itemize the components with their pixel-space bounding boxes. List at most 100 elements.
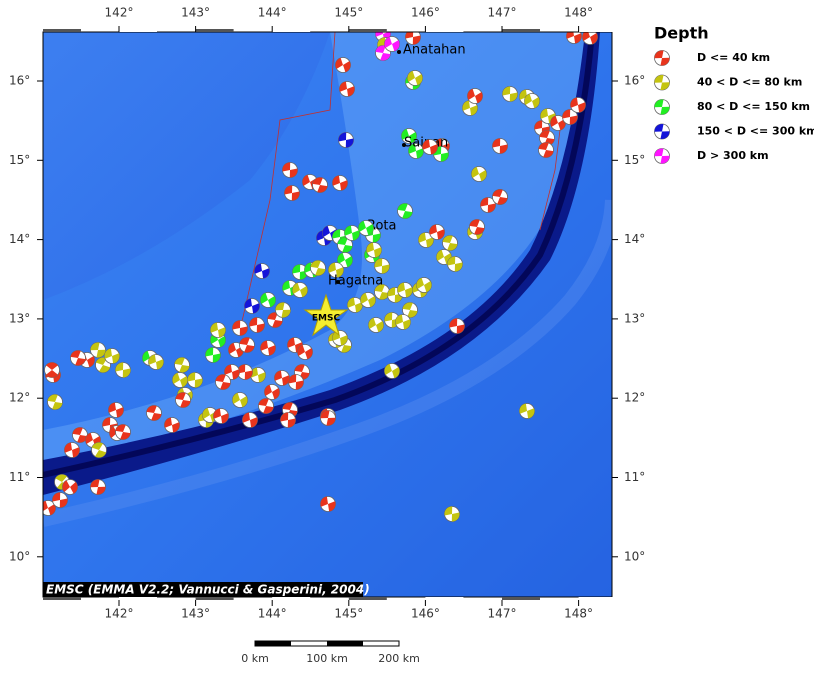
beachball-lobe — [75, 358, 86, 366]
beachball-lobe — [415, 74, 423, 86]
beachball-lobe — [221, 413, 229, 424]
beachball-lobe — [328, 501, 336, 512]
frame — [37, 26, 618, 606]
beachball-lobe — [337, 252, 345, 264]
beachball-lobe — [294, 364, 305, 372]
beachball-lobe — [287, 418, 296, 428]
beachball-lobe — [352, 230, 360, 241]
beachball-lobe — [407, 70, 415, 82]
beachball-lobe — [70, 482, 78, 494]
beachball-lobe — [375, 45, 386, 53]
beachball-lobe — [174, 357, 185, 365]
beachball-lobe — [454, 262, 463, 272]
beachball-lobe — [268, 296, 276, 308]
lon-label: 147° — [488, 6, 517, 20]
beachball-lobe — [164, 417, 172, 428]
beachball-lobe — [345, 256, 353, 268]
legend-label: D > 300 km — [697, 149, 769, 162]
beachball-lobe — [108, 402, 116, 413]
beachball-lobe — [288, 374, 297, 384]
beachball-lobe — [212, 353, 221, 363]
frame-seg — [348, 597, 387, 600]
frame-seg — [119, 597, 157, 600]
frame-seg — [43, 29, 81, 32]
frame-seg — [578, 597, 617, 600]
beachball-lobe — [115, 424, 126, 432]
beachball-lobe — [62, 480, 70, 492]
beachball-lobe — [172, 422, 180, 433]
beachball-lobe — [366, 242, 374, 253]
beachball-lobe — [148, 354, 156, 365]
beachball-lobe — [550, 115, 558, 127]
map-area: Anatahan Saipan Rota Hagatna EMSC EMSC (… — [43, 32, 612, 597]
credit: EMSC (EMMA V2.2; Vannucci & Gasperini, 2… — [46, 583, 370, 597]
beachball-lobe — [360, 292, 368, 304]
beachball-lobe — [48, 504, 56, 516]
beachball-lobe — [442, 235, 453, 243]
beachball-lobe — [252, 303, 260, 314]
beachball-lobe — [180, 400, 191, 408]
beachball-lobe — [142, 350, 150, 362]
beachball-lobe — [497, 197, 508, 205]
axis-labels: 142° 142° 143° 143° 144° 144° 145° 145° 146° 146°… — [9, 6, 645, 621]
beachball-lobe — [487, 203, 496, 213]
lon-label: 144° — [258, 6, 287, 20]
beachball-lobe — [444, 506, 453, 516]
beachball-lobe — [249, 317, 258, 327]
beachball-lobe — [340, 180, 348, 191]
outer-rise — [43, 199, 612, 527]
beachball-lobe — [499, 144, 508, 154]
beachball-lobe — [52, 492, 61, 502]
beachball-lobe — [317, 185, 328, 193]
beachball-lobe — [375, 32, 383, 37]
beachball-lobe — [660, 155, 670, 164]
beachball-lobe — [322, 225, 330, 237]
beachball-lobe — [660, 57, 670, 66]
place-label: Anatahan — [403, 43, 466, 58]
beachball-lobe — [64, 442, 72, 453]
beachball-lobe — [366, 224, 374, 236]
beachball-lobe — [215, 374, 226, 382]
ridge — [43, 32, 600, 470]
beachball-lobe — [416, 277, 424, 289]
beachball-lobe — [244, 298, 252, 309]
boundary — [239, 32, 336, 331]
scale-label: 200 km — [378, 652, 420, 665]
beachball-lobe — [403, 319, 411, 330]
boundary — [539, 129, 561, 231]
beachball-lobe — [46, 362, 58, 370]
beachball-lobe — [90, 479, 100, 488]
beachball-lobe — [480, 197, 489, 207]
beachball-lobe — [272, 320, 283, 328]
frame-seg — [502, 597, 540, 600]
lat-label: 13° — [9, 311, 30, 325]
beachball-lobe — [339, 81, 347, 92]
beachball-lobe — [205, 347, 214, 357]
beachball-lobe — [509, 92, 518, 102]
lon-label: 143° — [181, 6, 210, 20]
beachball-lobe — [284, 185, 293, 195]
star-label: EMSC — [312, 314, 341, 324]
beachball-lobe — [479, 170, 487, 182]
beachball-lobe — [447, 256, 456, 266]
beachball-lobe — [397, 203, 408, 211]
beachball-lobe — [654, 99, 664, 108]
beachball-lobe — [538, 142, 549, 150]
beachball-lobe — [232, 392, 240, 404]
beachball-lobe — [534, 120, 543, 130]
beachball-lobe — [341, 345, 352, 353]
beachball-lobe — [109, 426, 117, 438]
events-top — [358, 32, 438, 274]
beachball-lobe — [449, 318, 458, 328]
beachball-lobe — [264, 384, 272, 396]
beachball-lobe — [395, 314, 403, 325]
beachball-lobe — [267, 312, 278, 320]
beachball-lobe — [384, 363, 392, 375]
beachball-lobe — [654, 75, 664, 83]
beachball-lobe — [660, 131, 670, 139]
beachball-lobe — [392, 367, 400, 379]
beachball-lobe — [336, 267, 344, 278]
beachball-lobe — [566, 32, 574, 39]
beachball-lobe — [43, 500, 48, 512]
beachball-lobe — [320, 496, 328, 507]
